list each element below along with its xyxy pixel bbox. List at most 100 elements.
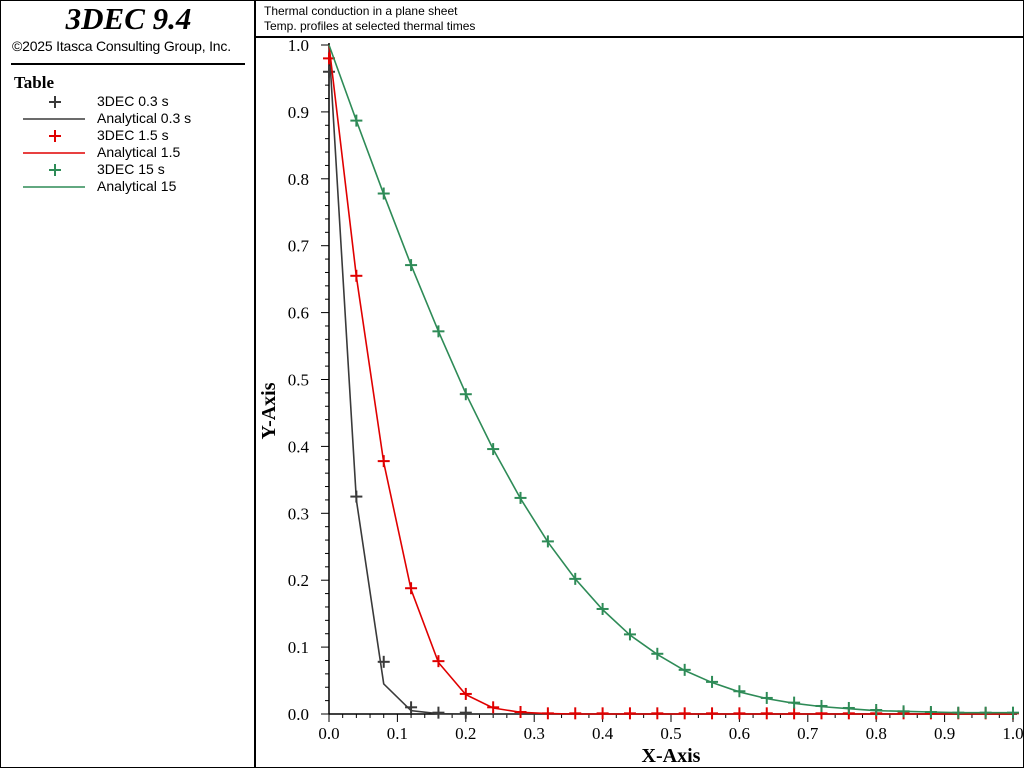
data-point-marker [405,701,418,714]
data-point-marker [870,703,883,716]
data-point-marker [377,455,390,468]
x-tick-label: 0.0 [318,724,339,743]
data-point-marker [405,582,418,595]
data-point-marker [760,707,773,720]
y-tick-label: 0.2 [288,571,309,590]
data-point-marker [924,705,937,718]
legend-item: Analytical 0.3 s [21,110,251,127]
x-tick-label: 0.9 [934,724,955,743]
series-line-path [328,44,1013,714]
legend-title: Table [14,73,55,92]
series-line [328,44,1013,714]
series-line [328,44,1013,715]
legend-label: 3DEC 0.3 s [97,93,169,109]
data-point-marker [706,675,719,688]
y-tick-label: 0.0 [288,705,309,724]
legend-item: 3DEC 0.3 s [21,93,251,110]
data-point-marker [569,707,582,720]
line-swatch-icon [23,186,85,188]
data-point-marker [952,706,965,719]
x-axis-label: X-Axis [642,745,701,767]
data-point-marker [651,707,664,720]
data-point-marker [706,707,719,720]
data-point-marker [596,707,609,720]
x-tick-label: 0.7 [797,724,819,743]
plus-marker-icon [49,164,61,176]
data-point-marker [623,707,636,720]
legend-label: Analytical 0.3 s [97,110,192,126]
axes: 0.0 0.1 0.2 0.3 0.4 0.5 0.6 0.7 0.8 0.9 1.0 0.0 0.1 0… [288,38,1023,743]
data-point-marker [432,706,445,719]
data-point-marker [487,701,500,714]
data-point-marker [432,655,445,668]
data-point-marker [487,443,500,456]
data-point-marker [377,655,390,668]
x-tick-label: 0.8 [866,724,887,743]
line-swatch-icon [23,118,85,120]
plus-marker-icon [49,130,61,142]
legend-marker [49,164,61,176]
data-point-marker [678,663,691,676]
legend-label: Analytical 15 [97,178,177,194]
x-tick-label: 0.6 [729,724,750,743]
data-point-marker [350,269,363,282]
copyright-text: ©2025 Itasca Consulting Group, Inc. [12,38,231,54]
series-line-path [328,44,1013,715]
data-point-marker [405,259,418,272]
chart-canvas: 0.0 0.1 0.2 0.3 0.4 0.5 0.6 0.7 0.8 0.9 1.0 0.0 0.1 0… [258,38,1023,767]
chart-title: Thermal conduction in a plane sheet [264,4,458,18]
y-tick-label: 0.6 [288,304,309,323]
data-point-marker [596,602,609,615]
legend-item: 3DEC 1.5 s [21,127,251,144]
y-tick-label: 1.0 [288,38,309,55]
series-line [328,44,1013,715]
data-point-marker [678,707,691,720]
data-point-marker [979,706,992,719]
x-tick-label: 0.3 [524,724,545,743]
x-tick-label: 0.4 [592,724,614,743]
legend-item: Analytical 1.5 [21,144,251,161]
data-point-marker [459,687,472,700]
legend-marker [49,130,61,142]
app-title: 3DEC 9.4 [65,1,192,36]
y-tick-label: 0.5 [288,371,309,390]
legend-divider [11,63,245,65]
data-point-marker [541,535,554,548]
data-point-marker [788,696,801,709]
data-point-marker [377,187,390,200]
y-axis-label: Y-Axis [258,382,280,439]
x-tick-label: 0.2 [455,724,476,743]
data-point-marker [459,706,472,719]
data-point-marker [733,707,746,720]
legend-item: Analytical 15 [21,178,251,195]
y-tick-label: 0.7 [288,237,310,256]
y-tick-label: 0.9 [288,103,309,122]
y-tick-label: 0.8 [288,170,309,189]
data-point-marker [459,388,472,401]
data-point-marker [569,572,582,585]
legend-label: 3DEC 1.5 s [97,127,169,143]
data-point-marker [432,325,445,338]
data-point-marker [623,628,636,641]
line-swatch-icon [23,152,85,154]
y-tick-label: 0.3 [288,504,309,523]
series-markers [323,65,472,719]
data-point-marker [651,647,664,660]
data-point-marker [760,691,773,704]
data-point-marker [514,491,527,504]
data-point-marker [733,685,746,698]
data-point-marker [815,699,828,712]
data-point-marker [350,490,363,503]
chart-subtitle: Temp. profiles at selected thermal times [264,19,476,33]
data-point-marker [788,707,801,720]
data-point-marker [1007,706,1019,719]
legend-marker [49,96,61,108]
plus-marker-icon [49,96,61,108]
series-markers [323,52,1019,720]
data-point-marker [514,705,527,718]
chart-header: Thermal conduction in a plane sheet Temp… [256,1,1023,38]
legend-panel: 3DEC 9.4 ©2025 Itasca Consulting Group, … [1,1,256,767]
series-line-path [328,44,1013,715]
x-tick-label: 0.5 [660,724,681,743]
